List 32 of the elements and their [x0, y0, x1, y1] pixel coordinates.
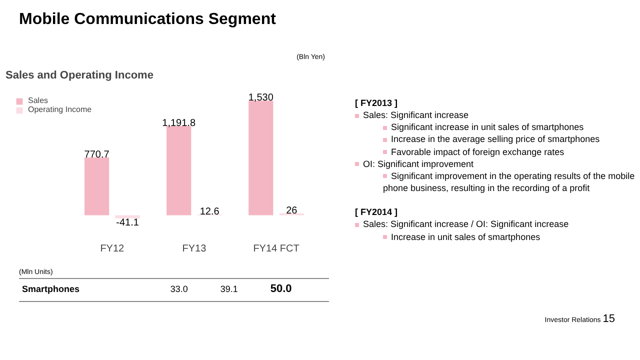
text: Sales: Significant increase / OI: Significant increase	[362, 218, 570, 231]
text: Smartphones	[21, 283, 81, 296]
legend-label: Sales	[28, 96, 48, 105]
chart-title: Sales and Operating Income	[6, 70, 154, 82]
data-label: -41.1	[116, 217, 140, 228]
text: [ FY2014 ]	[355, 206, 399, 218]
text: 15	[602, 313, 615, 325]
text: OI: Significant improvement	[362, 158, 475, 170]
text: [ FY2013 ]	[355, 97, 399, 110]
text: 50.0	[269, 282, 293, 297]
x-tick-label: FY13	[182, 244, 207, 254]
text: Increase in unit sales of smartphones	[390, 230, 542, 243]
text: Mobile Communications Segment	[18, 10, 277, 30]
bar	[84, 158, 110, 216]
text: 33.0	[169, 283, 189, 296]
x-tick-label: FY12	[100, 244, 125, 254]
data-label: 12.6	[200, 206, 220, 218]
data-label: 1,530	[248, 92, 274, 104]
legend-label: Operating Income	[28, 105, 92, 114]
text: Sales: Significant increase	[362, 109, 470, 122]
text: Favorable impact of foreign exchange rates	[390, 146, 566, 158]
data-label: 26	[286, 205, 298, 216]
bar	[115, 215, 140, 218]
text: 39.1	[219, 283, 239, 296]
text: Significant increase in unit sales of smartphones	[390, 121, 585, 134]
x-tick-label: FY14 FCT	[253, 244, 300, 254]
bar	[166, 126, 192, 216]
text: Increase in the average selling price of smartphones	[390, 133, 601, 146]
bar	[248, 100, 274, 216]
text: Significant improvement in the operating results of the mobile phone business, resulting in the recording of a profit	[383, 170, 635, 194]
data-label: 770.7	[84, 150, 110, 161]
data-label: 1,191.8	[162, 118, 196, 129]
